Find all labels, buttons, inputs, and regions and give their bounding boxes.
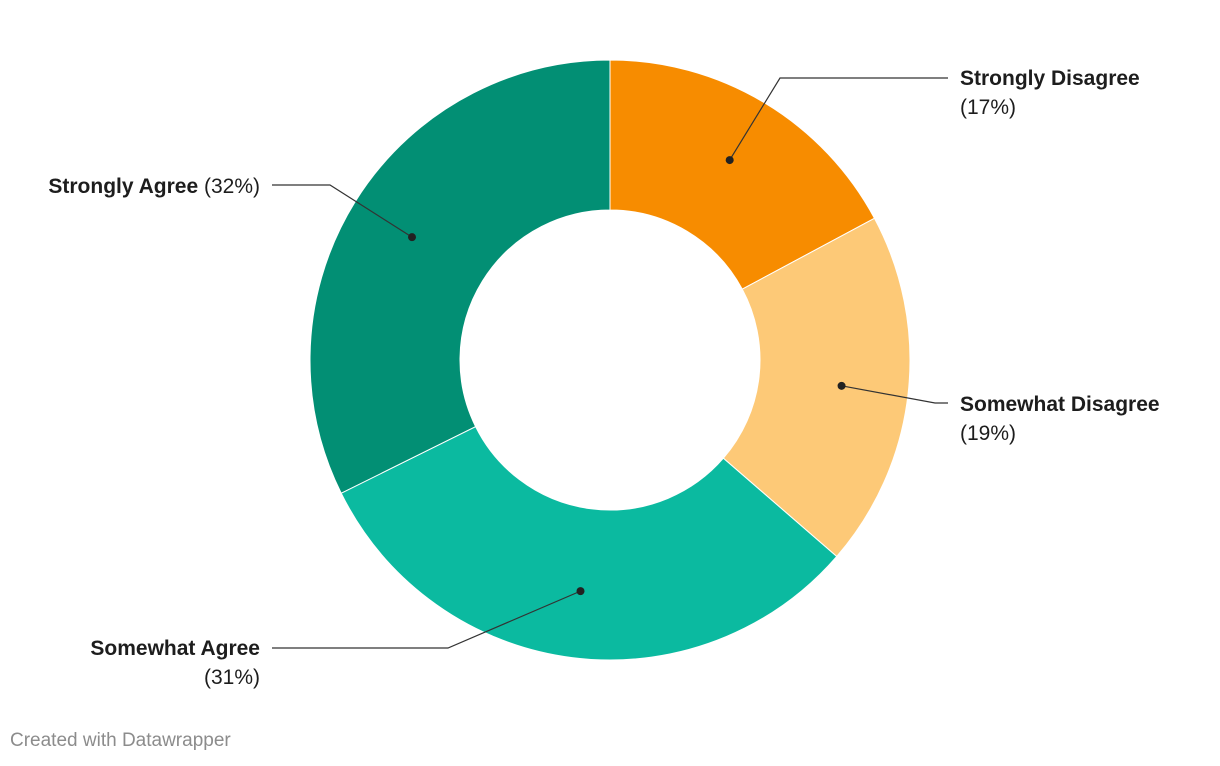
slice-strongly-agree — [309, 59, 611, 494]
leader-line-somewhat-agree — [272, 590, 581, 649]
label-percent-strongly-agree: (32%) — [204, 175, 260, 198]
leader-line-somewhat-disagree — [841, 385, 948, 404]
label-name-somewhat-agree: Somewhat Agree — [90, 637, 260, 660]
leader-dot-somewhat-disagree — [837, 381, 846, 390]
credit-text: Created with Datawrapper — [10, 730, 231, 751]
leader-line-strongly-disagree — [729, 77, 948, 161]
label-name-strongly-disagree: Strongly Disagree — [960, 67, 1140, 90]
label-strongly-agree: Strongly Agree (32%) — [48, 175, 260, 198]
slice-strongly-disagree — [609, 59, 876, 290]
label-percent-strongly-disagree: (17%) — [960, 96, 1016, 119]
leader-dot-strongly-disagree — [725, 156, 734, 165]
label-percent-somewhat-disagree: (19%) — [960, 422, 1016, 445]
leader-line-strongly-agree — [272, 184, 413, 238]
leader-dot-somewhat-agree — [576, 587, 585, 596]
slice-somewhat-disagree — [722, 217, 911, 558]
label-name-somewhat-disagree: Somewhat Disagree — [960, 393, 1160, 416]
leader-dot-strongly-agree — [408, 233, 417, 242]
label-name-strongly-agree: Strongly Agree — [48, 175, 204, 198]
slice-somewhat-agree — [340, 425, 838, 661]
label-percent-somewhat-agree: (31%) — [204, 666, 260, 689]
